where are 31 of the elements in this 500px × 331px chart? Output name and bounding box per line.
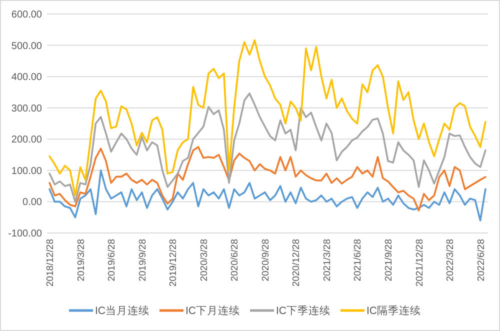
x-tick-label: 2020/6/28 xyxy=(230,239,241,282)
legend-label: IC隔季连续 xyxy=(366,304,421,317)
y-tick-label: 500.00 xyxy=(11,40,42,52)
legend-label: IC下月连续 xyxy=(186,304,240,317)
x-tick-label: 2020/3/28 xyxy=(198,239,210,282)
x-tick-label: 2021/6/28 xyxy=(352,239,364,282)
y-tick-label: 0.00 xyxy=(22,197,42,208)
line-series xyxy=(48,92,486,203)
y-tick-label: 300.00 xyxy=(11,103,42,114)
y-tick-label: 100.00 xyxy=(11,166,42,177)
x-tick-label: 2018/12/28 xyxy=(45,239,56,287)
y-tick-label: 400.00 xyxy=(11,72,42,84)
x-tick-label: 2021/9/28 xyxy=(384,239,395,282)
x-tick-label: 2019/12/28 xyxy=(168,239,180,287)
x-tick-label: 2019/6/28 xyxy=(106,239,118,282)
line-series xyxy=(48,146,486,212)
legend-label: IC当月连续 xyxy=(95,304,150,317)
line-series xyxy=(48,39,486,196)
line-series xyxy=(48,170,486,222)
x-tick-label: 2019/3/28 xyxy=(76,239,87,282)
y-tick-label: 200.00 xyxy=(11,134,42,146)
x-tick-label: 2022/6/28 xyxy=(476,239,487,282)
y-tick-label: -100.00 xyxy=(8,228,42,240)
x-tick-label: 2020/12/28 xyxy=(291,239,302,287)
x-tick-label: 2021/3/28 xyxy=(322,239,333,282)
x-tick-label: 2019/9/28 xyxy=(137,239,148,282)
legend-label: IC下季连续 xyxy=(276,304,330,317)
y-tick-label: 600.00 xyxy=(11,10,42,20)
x-tick-label: 2021/12/28 xyxy=(414,239,426,287)
x-tick-label: 2020/9/28 xyxy=(260,239,272,282)
x-tick-label: 2022/3/28 xyxy=(445,239,456,282)
